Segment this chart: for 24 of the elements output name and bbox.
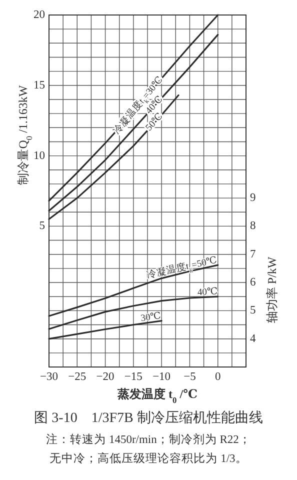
x-tick-label: −25 xyxy=(68,371,86,383)
y2-tick-label: 9 xyxy=(250,192,256,204)
y2-tick-label: 8 xyxy=(250,220,256,232)
y2-tick-label: 5 xyxy=(250,304,256,317)
x-tick-label: −10 xyxy=(152,371,171,383)
y2-axis-title: 轴功率 P/kW xyxy=(265,256,279,324)
text: 注：转速为 1450r/min；制冷剂为 R22； xyxy=(46,432,251,446)
y2-tick-label: 6 xyxy=(250,276,256,289)
y-tick-label: 15 xyxy=(34,79,46,92)
y-tick-label: 5 xyxy=(39,220,46,232)
y-tick-label: 20 xyxy=(34,9,46,21)
y2-tick-label: 7 xyxy=(250,248,256,260)
series-label: 40℃ xyxy=(197,286,218,298)
x-tick-label: −30 xyxy=(40,371,58,383)
x-axis-title: 蒸发温度 t$_{0}$ /℃ xyxy=(116,387,198,404)
x-tick-label: −20 xyxy=(96,371,115,383)
x-tick-label: −5 xyxy=(184,371,196,383)
text: 30℃ xyxy=(140,310,162,324)
text: 无中冷；高低压级理论容积比为 1/3。 xyxy=(50,451,248,465)
text: 图 3-10 1/3F7B 制冷压缩机性能曲线 xyxy=(34,410,263,426)
y-tick-label: 10 xyxy=(34,150,46,162)
x-tick-label: 0 xyxy=(214,371,221,383)
y2-tick-label: 4 xyxy=(250,332,256,345)
x-tick-label: −15 xyxy=(124,371,143,383)
